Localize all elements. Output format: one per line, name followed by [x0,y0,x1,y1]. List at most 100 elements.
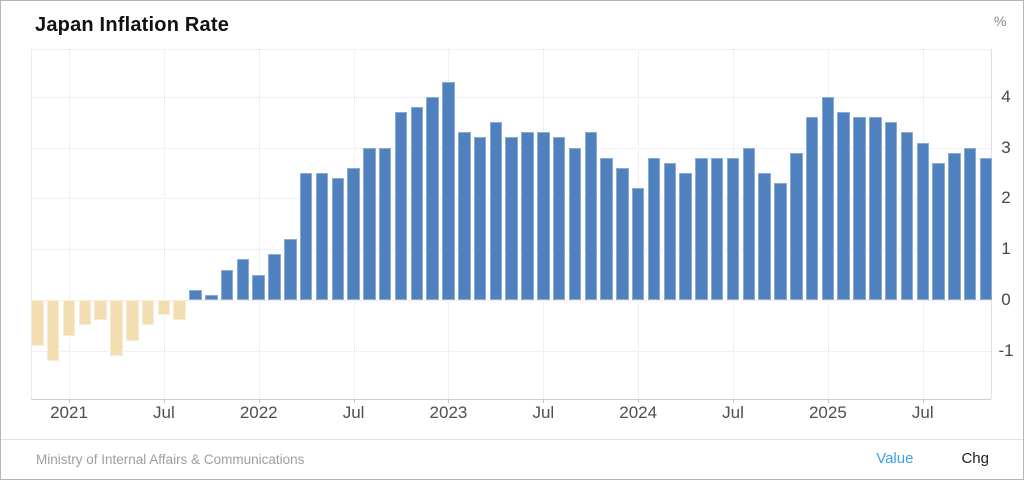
bar[interactable] [837,112,850,300]
bar[interactable] [584,132,597,300]
y-tick-label: 0 [1001,290,1011,309]
bar[interactable] [869,117,882,300]
x-tick-label: Jul [722,403,744,422]
bar[interactable] [284,239,297,300]
bar[interactable] [758,173,771,300]
bar[interactable] [236,259,250,300]
x-tick-label: Jul [153,403,175,422]
bar[interactable] [821,96,835,300]
bar[interactable] [157,300,171,316]
bar[interactable] [458,132,471,300]
bar[interactable] [790,152,803,300]
series-toggles: Value Chg [876,450,989,467]
bar[interactable] [363,147,376,300]
bar[interactable] [631,188,645,300]
bar[interactable] [426,96,439,300]
h-gridline [31,350,991,352]
bar[interactable] [521,132,534,300]
y-tick-label: 1 [1001,239,1011,259]
bar[interactable] [252,274,265,300]
x-axis-tick [163,399,165,403]
y-axis-unit-label: % [994,13,1007,29]
x-tick-label: Jul [342,403,365,422]
bar[interactable] [173,300,186,321]
bar[interactable] [916,142,929,300]
bar[interactable] [900,132,914,300]
bar[interactable] [331,178,345,300]
bar[interactable] [94,300,107,321]
bar[interactable] [31,300,44,346]
y-tick-label: 4 [1001,86,1011,106]
source-label: Ministry of Internal Affairs & Communica… [36,452,305,467]
bar[interactable] [537,132,550,300]
v-gridline [69,49,71,399]
bar[interactable] [979,157,993,300]
x-tick-label: 2023 [429,403,468,422]
h-gridline [31,96,991,98]
bar[interactable] [726,157,740,300]
bar[interactable] [710,157,724,300]
x-tick-label: 2024 [619,403,658,422]
bar-chart-plot-area: -1 0 1 2 3 4 2021 Jul 2022 Jul 2023 Jul 2024 Jul 2025 J… [1,1,1023,441]
x-axis-tick [69,399,71,403]
bar[interactable] [600,157,613,300]
bar[interactable] [805,117,819,300]
bar[interactable] [442,81,455,300]
bar[interactable] [505,137,518,300]
bar[interactable] [299,173,313,300]
page-title: Japan Inflation Rate [35,14,230,36]
bar[interactable] [268,254,281,300]
v-gridline [163,49,165,399]
x-axis-tick [258,399,260,403]
x-tick-label: Jul [911,403,934,422]
bar[interactable] [78,300,92,326]
bar[interactable] [963,147,977,300]
bar[interactable] [189,289,202,300]
bar[interactable] [141,300,155,326]
bar[interactable] [742,147,756,300]
bar[interactable] [220,269,234,300]
x-tick-label: Jul [532,403,555,422]
bar[interactable] [473,137,487,300]
bar[interactable] [568,147,582,300]
v-gridline [258,49,260,399]
bar[interactable] [205,294,218,300]
y-tick-label: 2 [1001,188,1011,208]
bar[interactable] [616,167,629,300]
y-tick-label: -1 [998,340,1014,360]
bar[interactable] [394,112,408,300]
x-axis-tick [543,399,545,403]
bar[interactable] [347,167,360,300]
chg-toggle[interactable]: Chg [961,450,989,467]
bar[interactable] [647,157,661,300]
bar[interactable] [932,162,945,300]
bar[interactable] [315,173,329,300]
bar[interactable] [489,122,503,300]
x-axis-tick [353,399,355,403]
bar[interactable] [663,162,677,300]
bar[interactable] [948,152,961,300]
bar[interactable] [46,300,60,361]
bar[interactable] [774,183,787,300]
x-axis-tick [922,399,924,403]
x-tick-label: 2021 [50,403,88,422]
x-tick-label: 2022 [239,403,278,422]
bar[interactable] [110,300,123,356]
plot-top-border [31,49,991,50]
bar[interactable] [853,117,866,300]
bar[interactable] [679,173,692,300]
bar[interactable] [552,137,566,300]
chart-footer: Ministry of Internal Affairs & Communica… [1,439,1023,479]
bar[interactable] [695,157,708,300]
x-axis-tick [827,399,829,403]
plot-bottom-border [31,399,991,400]
x-tick-label: 2025 [808,403,847,422]
bar[interactable] [378,147,392,300]
bar[interactable] [126,300,139,341]
bar[interactable] [884,122,898,300]
bar[interactable] [62,300,76,336]
bar[interactable] [410,106,424,300]
value-toggle[interactable]: Value [876,450,914,467]
y-tick-label: 3 [1001,137,1011,157]
